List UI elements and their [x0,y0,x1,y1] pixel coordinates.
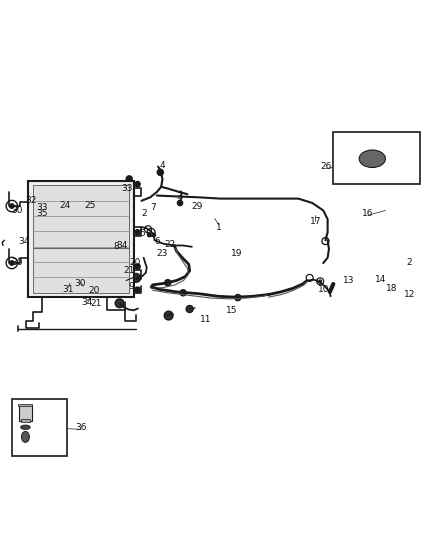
Text: 9: 9 [128,282,134,290]
Text: 30: 30 [74,279,86,288]
Ellipse shape [21,431,29,442]
Text: 7: 7 [150,203,156,212]
Text: 35: 35 [36,209,47,219]
Circle shape [164,311,173,320]
Circle shape [152,233,155,237]
Bar [19,405,32,421]
Text: 22: 22 [164,240,176,249]
Text: 20: 20 [129,259,141,268]
Bar [12,399,67,456]
Text: 19: 19 [231,249,242,258]
Text: 33: 33 [121,184,133,193]
Text: 13: 13 [343,276,354,285]
Circle shape [186,305,193,312]
Text: 1: 1 [216,223,222,231]
Text: 3: 3 [177,192,183,201]
Text: 5: 5 [139,229,145,238]
Circle shape [180,290,186,296]
Text: 28: 28 [373,162,385,171]
Text: 31: 31 [62,285,74,294]
Text: 34: 34 [81,298,92,307]
Text: 34: 34 [116,241,127,250]
Text: 23: 23 [156,249,168,258]
Text: 6: 6 [155,237,161,246]
Text: 14: 14 [375,275,387,284]
Text: 32: 32 [25,196,36,205]
Circle shape [148,233,151,237]
Circle shape [157,169,163,175]
Circle shape [23,432,28,437]
Circle shape [10,261,14,265]
Text: 29: 29 [191,201,203,211]
Text: 27: 27 [389,149,400,158]
Text: 30: 30 [11,257,22,266]
Circle shape [235,295,241,301]
Text: 20: 20 [88,286,100,295]
Circle shape [385,155,394,163]
Circle shape [135,182,140,187]
Text: 26: 26 [321,162,332,171]
Text: 21: 21 [91,299,102,308]
Bar [21,419,30,422]
Text: 2: 2 [142,209,147,219]
Ellipse shape [359,150,385,167]
Circle shape [135,287,140,292]
Text: 30: 30 [11,206,22,215]
Circle shape [165,280,171,286]
Text: 24: 24 [59,201,71,209]
Text: 33: 33 [36,203,47,212]
Circle shape [10,204,14,208]
Text: 18: 18 [386,284,398,293]
Text: 15: 15 [226,306,238,315]
Circle shape [177,200,183,206]
Text: 36: 36 [75,423,87,432]
Circle shape [132,273,141,282]
Text: 10: 10 [318,285,330,294]
Text: 34: 34 [18,237,30,246]
Circle shape [135,264,140,269]
Text: 17: 17 [310,217,321,227]
Text: 21: 21 [124,266,135,276]
Bar [18,403,32,406]
Text: 4: 4 [159,161,165,170]
Circle shape [115,299,124,308]
Circle shape [352,154,362,164]
Text: 2: 2 [407,257,412,266]
Text: 12: 12 [404,290,415,300]
Text: 11: 11 [200,314,212,324]
Ellipse shape [21,425,30,430]
Circle shape [319,280,321,282]
Bar [333,132,420,184]
Circle shape [355,157,359,161]
Text: 16: 16 [362,209,374,219]
Bar [33,185,129,293]
Text: 25: 25 [84,201,95,209]
Circle shape [135,230,140,235]
Text: 8: 8 [113,243,119,251]
Circle shape [126,176,132,182]
Bar [28,181,134,297]
